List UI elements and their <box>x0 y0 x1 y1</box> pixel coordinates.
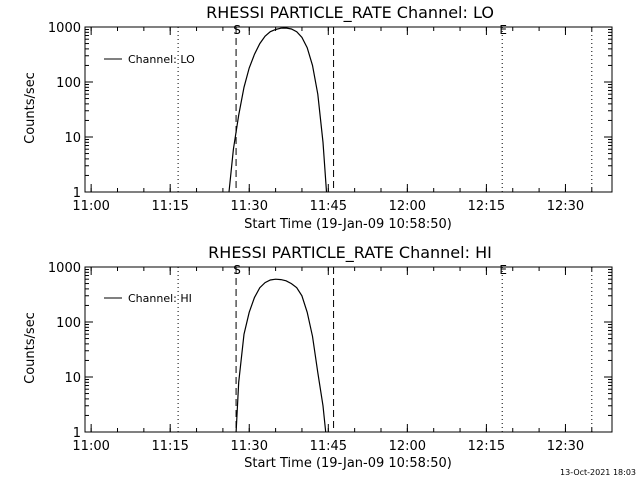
y-tick-label: 10 <box>64 371 81 386</box>
y-axis-label: Counts/sec <box>23 312 38 384</box>
plot-area: 1 10 100 1000 11:00 11:15 11:30 11:45 12:00 12:15… <box>48 21 613 214</box>
y-tick-label: 1000 <box>48 261 81 276</box>
x-tick-label: 11:45 <box>310 199 347 214</box>
y-tick-label: 10 <box>64 131 81 146</box>
legend-label: Channel: LO <box>128 53 195 66</box>
x-axis-label: Start Time (19-Jan-09 10:58:50) <box>244 456 452 471</box>
y-tick-label: 1000 <box>48 21 81 36</box>
x-tick-label: 11:15 <box>151 439 188 454</box>
y-axis-label: Counts/sec <box>23 72 38 144</box>
timestamp: 13-Oct-2021 18:03 <box>560 468 636 477</box>
x-tick-label: 12:00 <box>389 439 426 454</box>
series-line <box>228 27 328 193</box>
x-tick-label: 11:15 <box>151 199 188 214</box>
legend: Channel: HI <box>104 292 192 305</box>
chart-title: RHESSI PARTICLE_RATE Channel: LO <box>206 3 494 23</box>
y-tick-label: 1 <box>73 186 81 201</box>
y-tick-label: 1 <box>73 426 81 441</box>
legend-label: Channel: HI <box>128 292 192 305</box>
x-tick-label: 12:00 <box>389 199 426 214</box>
marker-label: S <box>233 263 241 277</box>
x-tick-label: 11:30 <box>231 439 268 454</box>
x-tick-label: 11:45 <box>310 439 347 454</box>
x-tick-label: 11:00 <box>72 199 109 214</box>
plot-frame <box>84 266 613 433</box>
x-tick-label: 11:30 <box>231 199 268 214</box>
chart-title: RHESSI PARTICLE_RATE Channel: HI <box>208 243 492 263</box>
x-tick-label: 12:30 <box>547 439 584 454</box>
x-tick-label: 12:15 <box>468 199 505 214</box>
x-tick-label: 11:00 <box>72 439 109 454</box>
marker-label: E <box>499 263 507 277</box>
marker-label: S <box>233 23 241 37</box>
panel-hi: RHESSI PARTICLE_RATE Channel: HI Counts/… <box>23 243 613 471</box>
x-tick-label: 12:15 <box>468 439 505 454</box>
y-tick-label: 100 <box>56 76 81 91</box>
plot-frame <box>84 26 613 193</box>
legend: Channel: LO <box>104 53 195 66</box>
marker-label: E <box>499 23 507 37</box>
y-tick-label: 100 <box>56 316 81 331</box>
series-line <box>235 278 327 433</box>
plot-area: 1 10 100 1000 11:00 11:15 11:30 11:45 12:00 12:15… <box>48 261 613 454</box>
x-axis-label: Start Time (19-Jan-09 10:58:50) <box>244 217 452 232</box>
x-tick-label: 12:30 <box>547 199 584 214</box>
panel-lo: RHESSI PARTICLE_RATE Channel: LO Counts/… <box>23 3 613 232</box>
